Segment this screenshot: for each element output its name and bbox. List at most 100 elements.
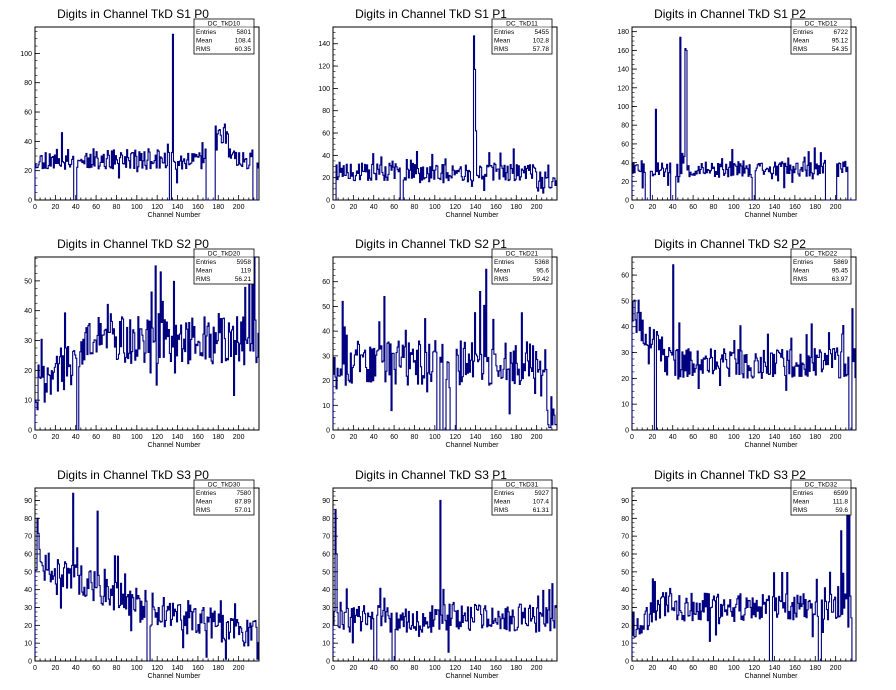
stats-name: DC_TkD32 (805, 482, 838, 489)
stats-label: RMS (793, 507, 808, 514)
y-tick-label: 30 (322, 353, 330, 360)
x-tick-label: 120 (748, 434, 760, 441)
stats-value: 107.4 (533, 499, 550, 506)
x-axis-label: Channel Number (148, 442, 202, 449)
x-tick-label: 80 (411, 204, 419, 211)
y-tick-label: 40 (322, 587, 330, 594)
x-tick-label: 180 (212, 665, 224, 672)
y-tick-label: 10 (322, 403, 330, 410)
x-tick-label: 80 (113, 665, 121, 672)
x-tick-label: 80 (710, 204, 718, 211)
x-tick-label: 100 (728, 204, 740, 211)
y-tick-label: 0 (625, 428, 629, 435)
histogram-line (332, 268, 557, 431)
stats-label: RMS (494, 46, 509, 53)
y-tick-label: 120 (617, 85, 629, 92)
y-tick-label: 20 (322, 623, 330, 630)
stats-value: 63.97 (832, 276, 849, 283)
y-tick-label: 80 (322, 108, 330, 115)
stats-label: RMS (196, 276, 211, 283)
x-tick-label: 100 (728, 434, 740, 441)
x-tick-label: 20 (349, 204, 357, 211)
stats-label: Mean (196, 268, 213, 275)
y-tick-label: 40 (24, 308, 32, 315)
stats-value: 5368 (535, 259, 550, 266)
x-tick-label: 200 (233, 665, 245, 672)
chart-panel-8: Digits in Channel TkD S3 P10 20 40 60 80 100 1… (322, 468, 558, 680)
y-tick-label: 0 (326, 659, 330, 666)
stats-name: DC_TkD11 (506, 21, 538, 28)
y-tick-label: 0 (28, 428, 32, 435)
y-tick-label: 40 (621, 587, 629, 594)
histogram-line (34, 492, 259, 662)
x-tick-label: 120 (449, 434, 461, 441)
x-tick-label: 180 (212, 434, 224, 441)
x-tick-label: 140 (470, 204, 482, 211)
x-tick-label: 120 (748, 204, 760, 211)
stats-value: 59.6 (835, 507, 848, 514)
stats-label: Mean (793, 499, 810, 506)
x-tick-label: 20 (51, 665, 59, 672)
x-tick-label: 200 (531, 665, 543, 672)
stats-label: Entries (793, 29, 814, 36)
stats-label: Entries (196, 259, 217, 266)
y-tick-label: 80 (621, 123, 629, 130)
x-tick-label: 60 (390, 665, 398, 672)
chart-panel-9: Digits in Channel TkD S3 P20 20 40 60 80 100 1… (621, 468, 857, 680)
stats-value: 111.8 (833, 499, 849, 506)
chart-title: Digits in Channel TkD S3 P0 (57, 468, 209, 482)
stats-name: DC_TkD31 (506, 482, 539, 489)
y-tick-label: 50 (24, 278, 32, 285)
y-tick-label: 0 (326, 198, 330, 205)
y-tick-label: 60 (24, 110, 32, 117)
y-tick-label: 60 (24, 551, 32, 558)
y-tick-label: 90 (24, 498, 32, 505)
stats-value: 60.35 (235, 46, 252, 53)
y-tick-label: 100 (318, 86, 330, 93)
chart-title: Digits in Channel TkD S2 P0 (57, 237, 209, 251)
stats-value: 54.35 (832, 46, 849, 53)
x-tick-label: 0 (630, 434, 634, 441)
x-tick-label: 60 (92, 665, 100, 672)
stats-label: RMS (494, 507, 509, 514)
stats-label: Mean (793, 38, 810, 45)
x-tick-label: 40 (370, 665, 378, 672)
y-tick-label: 10 (621, 641, 629, 648)
x-tick-label: 120 (151, 665, 163, 672)
y-tick-label: 0 (625, 659, 629, 666)
y-tick-label: 0 (326, 428, 330, 435)
x-tick-label: 180 (809, 434, 821, 441)
stats-value: 95.6 (536, 268, 549, 275)
stats-label: Entries (196, 29, 217, 36)
stats-label: Mean (494, 268, 511, 275)
stats-name: DC_TkD21 (506, 251, 539, 258)
x-tick-label: 100 (131, 665, 143, 672)
y-tick-label: 40 (24, 139, 32, 146)
x-tick-label: 120 (748, 665, 760, 672)
y-tick-label: 50 (621, 569, 629, 576)
x-tick-label: 0 (331, 665, 335, 672)
stats-frame (193, 479, 255, 516)
histogram-line (34, 256, 259, 431)
stats-label: Entries (494, 490, 515, 497)
y-tick-label: 70 (322, 534, 330, 541)
x-tick-label: 20 (648, 204, 656, 211)
stats-frame (193, 248, 255, 285)
y-tick-label: 30 (621, 605, 629, 612)
x-tick-label: 160 (490, 665, 502, 672)
x-tick-label: 60 (689, 665, 697, 672)
y-tick-label: 140 (617, 67, 629, 74)
y-tick-label: 20 (621, 376, 629, 383)
x-tick-label: 160 (789, 665, 801, 672)
stats-label: RMS (793, 46, 808, 53)
y-tick-label: 60 (621, 551, 629, 558)
chart-title: Digits in Channel TkD S3 P1 (355, 468, 507, 482)
stats-label: Mean (196, 499, 213, 506)
x-tick-label: 140 (172, 204, 184, 211)
y-tick-label: 40 (322, 153, 330, 160)
x-axis-label: Channel Number (745, 212, 799, 219)
x-axis-label: Channel Number (446, 673, 500, 680)
